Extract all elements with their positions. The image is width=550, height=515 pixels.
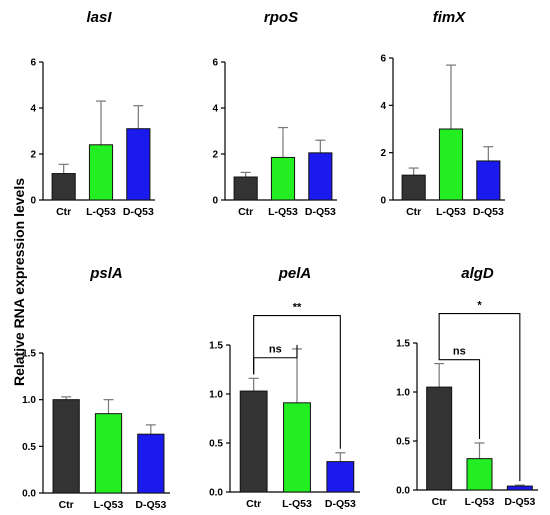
bar-L-Q53 bbox=[438, 128, 464, 201]
y-tick-label: 2 bbox=[30, 150, 36, 161]
category-label: Ctr bbox=[406, 206, 421, 218]
y-tick-label: 6 bbox=[212, 58, 218, 69]
category-label: L-Q53 bbox=[268, 206, 298, 218]
y-tick-label: 6 bbox=[30, 58, 36, 69]
bar-L-Q53 bbox=[466, 458, 493, 491]
y-tick-label: 4 bbox=[30, 104, 36, 115]
category-label: L-Q53 bbox=[465, 496, 495, 508]
category-label: D-Q53 bbox=[473, 206, 504, 218]
panel-title: pslA bbox=[89, 265, 123, 282]
panel-lasI: lasI 0 2 4 6 Ctr L-Q53 D-Q53 bbox=[30, 9, 155, 218]
bar-Ctr bbox=[426, 386, 453, 491]
bar-D-Q53 bbox=[126, 128, 151, 201]
panel-title: rpoS bbox=[264, 9, 298, 26]
significance-label: * bbox=[477, 300, 482, 312]
category-label: D-Q53 bbox=[504, 496, 535, 508]
category-label: D-Q53 bbox=[135, 499, 166, 511]
y-tick-label: 0 bbox=[212, 196, 218, 207]
category-label: D-Q53 bbox=[325, 498, 356, 510]
category-label: Ctr bbox=[238, 206, 253, 218]
y-tick-label: 4 bbox=[212, 104, 218, 115]
panel-pelA: pelA 0.0 0.5 1.0 1.5 Ctr L-Q53 D-Q53 ns ** bbox=[209, 265, 360, 510]
y-tick-label: 6 bbox=[380, 54, 386, 65]
category-label: D-Q53 bbox=[123, 206, 154, 218]
bar-Ctr bbox=[239, 390, 268, 493]
y-tick-label: 4 bbox=[380, 101, 386, 112]
panel-title: algD bbox=[461, 265, 494, 282]
y-tick-label: 0.0 bbox=[396, 486, 410, 497]
significance-label: ** bbox=[293, 302, 302, 314]
bar-D-Q53 bbox=[506, 485, 533, 491]
bar-D-Q53 bbox=[326, 461, 355, 493]
bar-D-Q53 bbox=[476, 160, 501, 201]
bar-L-Q53 bbox=[88, 144, 114, 201]
category-label: Ctr bbox=[432, 496, 447, 508]
category-label: L-Q53 bbox=[436, 206, 466, 218]
bar-D-Q53 bbox=[308, 152, 333, 201]
bar-L-Q53 bbox=[283, 402, 311, 493]
category-label: Ctr bbox=[246, 498, 261, 510]
y-tick-label: 0.5 bbox=[209, 439, 223, 450]
significance-bracket bbox=[438, 359, 481, 439]
y-tick-label: 1.5 bbox=[209, 341, 223, 352]
bar-L-Q53 bbox=[94, 413, 123, 494]
y-tick-label: 0 bbox=[380, 196, 386, 207]
bar-L-Q53 bbox=[270, 156, 296, 201]
bar-Ctr bbox=[401, 174, 426, 201]
y-tick-label: 1.0 bbox=[22, 395, 36, 406]
panel-pslA: pslA 0.0 0.5 1.0 1.5 Ctr L-Q53 D-Q53 bbox=[22, 265, 170, 511]
significance-label: ns bbox=[269, 344, 282, 356]
panel-rpoS: rpoS 0 2 4 6 Ctr L-Q53 D-Q53 bbox=[212, 9, 337, 218]
panel-title: lasI bbox=[86, 9, 112, 26]
y-tick-label: 1.0 bbox=[209, 390, 223, 401]
y-axis-label: Relative RNA expression levels bbox=[11, 178, 27, 386]
y-tick-label: 0.5 bbox=[396, 437, 410, 448]
significance-bracket bbox=[253, 315, 341, 449]
bar-Ctr bbox=[52, 399, 80, 494]
panel-algD: algD 0.0 0.5 1.0 1.5 Ctr L-Q53 D-Q53 ns * bbox=[396, 265, 538, 508]
bar-D-Q53 bbox=[137, 433, 165, 494]
y-tick-label: 1.5 bbox=[22, 349, 36, 360]
bar-Ctr bbox=[51, 173, 76, 201]
panels: lasI 0 2 4 6 Ctr L-Q53 D-Q53 rpoS 0 2 4 6 Ctr L-Q53 D-Q… bbox=[22, 9, 538, 511]
y-tick-label: 2 bbox=[380, 148, 386, 159]
panel-title: fimX bbox=[433, 9, 467, 26]
y-tick-label: 1.5 bbox=[396, 339, 410, 350]
y-tick-label: 0.0 bbox=[209, 488, 223, 499]
y-tick-label: 0 bbox=[30, 196, 36, 207]
category-label: D-Q53 bbox=[305, 206, 336, 218]
significance-label: ns bbox=[453, 346, 466, 358]
y-tick-label: 0.5 bbox=[22, 442, 36, 453]
y-tick-label: 0.0 bbox=[22, 489, 36, 500]
category-label: L-Q53 bbox=[94, 499, 124, 511]
significance-bracket bbox=[438, 313, 521, 482]
category-label: L-Q53 bbox=[86, 206, 116, 218]
panel-fimX: fimX 0 2 4 6 Ctr L-Q53 D-Q53 bbox=[380, 9, 505, 218]
category-label: L-Q53 bbox=[282, 498, 312, 510]
y-tick-label: 1.0 bbox=[396, 388, 410, 399]
category-label: Ctr bbox=[59, 499, 74, 511]
y-tick-label: 2 bbox=[212, 150, 218, 161]
bar-Ctr bbox=[233, 176, 258, 201]
panel-title: pelA bbox=[278, 265, 312, 282]
category-label: Ctr bbox=[56, 206, 71, 218]
